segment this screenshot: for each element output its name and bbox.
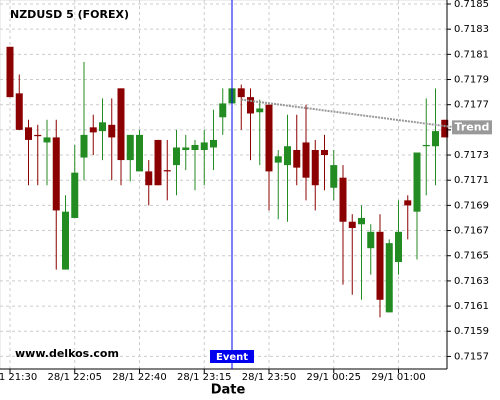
y-tick-label: 0.7171	[454, 175, 489, 186]
candle-body	[293, 150, 301, 168]
candle-body	[302, 142, 310, 178]
x-tick-label: 29/1 01:00	[371, 372, 425, 383]
candle-body	[284, 146, 291, 166]
event-label: Event	[216, 352, 248, 363]
x-tick-label: 28/1 23:50	[242, 372, 296, 383]
y-tick-label: 0.7167	[454, 226, 489, 237]
candle-body	[108, 124, 116, 138]
trend-box	[452, 120, 492, 135]
candle-body	[34, 134, 42, 137]
candle-body	[191, 144, 199, 150]
candle-body	[274, 156, 282, 163]
candle-body	[441, 119, 449, 138]
y-tick-label: 0.7185	[454, 0, 489, 10]
candle-body	[358, 217, 365, 225]
trend-label: Trend	[455, 120, 490, 133]
y-tick-label: 0.7173	[454, 150, 489, 161]
candle-body	[395, 231, 402, 263]
candle-body	[154, 139, 162, 186]
candle-body	[247, 97, 254, 114]
candle-body	[43, 137, 51, 143]
candle-body	[182, 147, 190, 150]
x-axis-title: Date	[211, 383, 246, 398]
candle-body	[71, 172, 79, 218]
candle-body	[432, 131, 439, 147]
y-tick-label: 0.7181	[454, 49, 489, 60]
watermark: www.delkos.com	[15, 347, 119, 360]
y-tick-label: 0.7179	[454, 75, 489, 86]
candle-body	[330, 165, 338, 188]
candle-body	[237, 88, 245, 98]
candle-body	[348, 221, 356, 229]
y-tick-label: 0.7161	[454, 301, 489, 312]
candle-body	[413, 152, 421, 212]
candle-body	[385, 243, 393, 313]
y-tick-label: 0.7177	[454, 100, 489, 111]
chart-title: NZDUSD 5 (FOREX)	[10, 8, 129, 21]
candle-body	[321, 150, 328, 156]
x-tick-label: 28/1 22:05	[48, 372, 102, 383]
candle-body	[145, 171, 153, 186]
candle-body	[422, 144, 430, 147]
candle-body	[339, 177, 347, 222]
candle-body	[6, 46, 14, 98]
candle-body	[126, 134, 134, 161]
candle-body	[404, 200, 412, 206]
candle-body	[163, 170, 171, 172]
candle-body	[265, 104, 273, 172]
y-tick-label: 0.7183	[454, 24, 489, 35]
candle-body	[117, 88, 125, 161]
candle-body	[200, 142, 208, 150]
event-box	[210, 350, 254, 363]
candle-body	[89, 127, 97, 133]
candle-body	[52, 137, 60, 211]
candle-body	[173, 147, 180, 166]
candle-body	[219, 103, 227, 118]
y-tick-label: 0.7157	[454, 351, 489, 362]
y-tick-label: 0.7159	[454, 326, 489, 337]
candle-body	[99, 122, 106, 132]
x-tick-label: 29/1 00:25	[307, 372, 361, 383]
x-tick-label: 28/1 23:15	[177, 372, 231, 383]
candle-body	[15, 93, 23, 130]
x-tick-label: 28/1 22:40	[112, 372, 166, 383]
candle-body	[256, 108, 264, 113]
candle-body	[210, 139, 217, 148]
candle-body	[367, 231, 375, 249]
candle-body	[136, 134, 143, 172]
y-tick-label: 0.7169	[454, 200, 489, 211]
y-tick-label: 0.7163	[454, 276, 489, 287]
y-tick-label: 0.7165	[454, 251, 489, 262]
candle-body	[80, 134, 88, 158]
candle-body	[376, 231, 384, 300]
candle-body	[311, 150, 319, 186]
candle-body	[25, 127, 32, 140]
candle-body	[62, 211, 69, 270]
x-tick-label: 28/1 21:30	[0, 372, 37, 383]
